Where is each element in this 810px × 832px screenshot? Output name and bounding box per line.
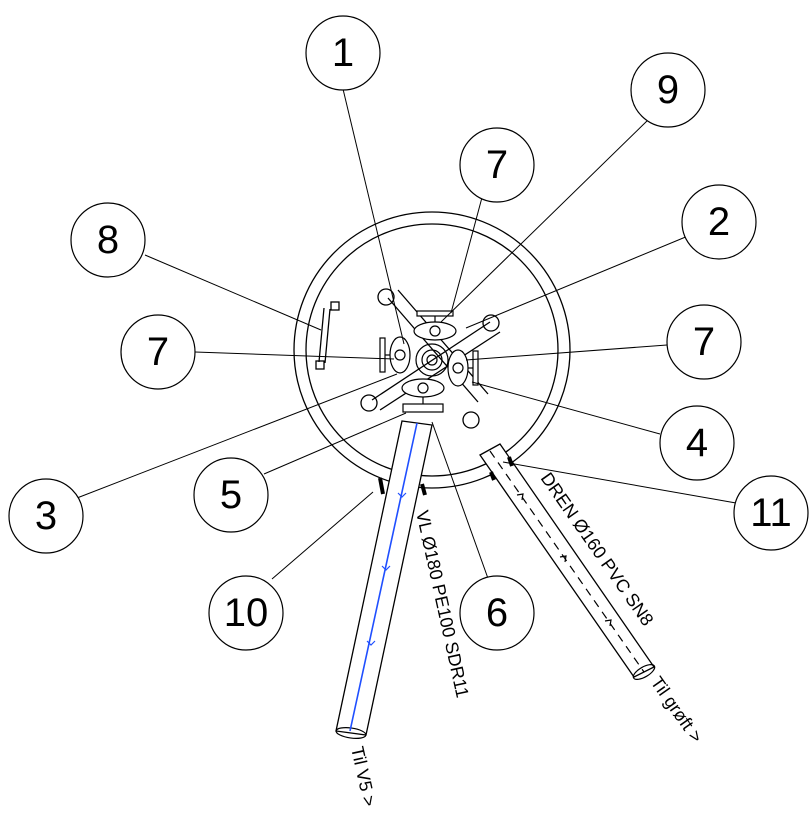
svg-text:5: 5 (220, 473, 242, 517)
svg-text:1: 1 (332, 31, 354, 75)
svg-text:10: 10 (224, 591, 269, 635)
svg-text:9: 9 (657, 68, 679, 112)
valve-bottom (401, 378, 445, 413)
svg-text:8: 8 (97, 218, 119, 262)
callout-6: 6 (459, 575, 535, 651)
svg-text:6: 6 (486, 591, 508, 635)
callout-9: 9 (630, 52, 706, 128)
callout-4: 4 (659, 405, 735, 481)
valve-left (379, 336, 411, 374)
valve-right (447, 349, 479, 387)
drain-pipe (479, 443, 656, 680)
callout-2: 2 (681, 184, 757, 260)
callout-7-right: 7 (666, 304, 742, 380)
ladder (315, 301, 340, 370)
drain-destination-label: Til grøft > (647, 673, 707, 747)
valve-top (413, 310, 457, 341)
callout-3: 3 (8, 478, 84, 554)
leader-lines (76, 88, 737, 585)
chamber-outer-ring (293, 211, 571, 489)
callout-10: 10 (208, 575, 284, 651)
svg-text:11: 11 (750, 491, 792, 535)
water-flow-line (349, 422, 418, 732)
callout-1: 1 (305, 15, 381, 91)
chamber-inner-ring (305, 223, 559, 477)
callout-5: 5 (193, 457, 269, 533)
drain-flow-line (489, 450, 645, 673)
callout-7-top: 7 (459, 127, 535, 203)
svg-text:7: 7 (693, 320, 715, 364)
central-manifold (415, 343, 449, 377)
callout-7-left: 7 (120, 314, 196, 390)
callout-11: 11 (733, 475, 809, 551)
svg-text:2: 2 (708, 200, 730, 244)
svg-text:7: 7 (147, 330, 169, 374)
svg-text:7: 7 (486, 143, 508, 187)
svg-text:4: 4 (686, 421, 708, 465)
water-destination-label: Til V5 > (347, 745, 380, 809)
svg-text:3: 3 (35, 494, 57, 538)
callout-8: 8 (70, 202, 146, 278)
water-pipe (335, 420, 433, 739)
